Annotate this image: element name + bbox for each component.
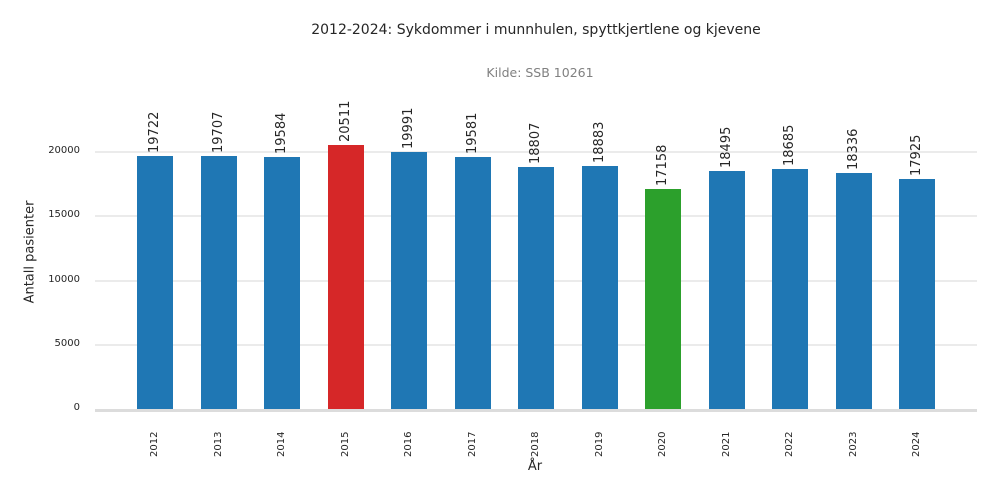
bar-value-label: 19584 <box>274 112 289 155</box>
y-tick-label: 15000 <box>48 209 80 221</box>
bar-2019[interactable] <box>581 166 618 409</box>
bar-2016[interactable] <box>391 152 427 409</box>
bar-2020[interactable] <box>645 188 681 409</box>
x-tick-label: 2023 <box>847 431 859 457</box>
bar-value-label: 19722 <box>147 111 162 153</box>
bar-value-label: 18336 <box>845 129 861 171</box>
bar-value-label: 17925 <box>909 134 924 176</box>
x-tick-label: 2024 <box>911 431 922 457</box>
bar-2024[interactable] <box>899 178 935 409</box>
bar-2018[interactable] <box>518 167 554 409</box>
gridline <box>95 151 977 153</box>
x-tick-label: 2020 <box>657 431 668 457</box>
bar-2015[interactable] <box>327 145 364 409</box>
x-tick-label: 2017 <box>466 431 478 457</box>
x-axis-label: År <box>527 459 543 474</box>
bar-2017[interactable] <box>454 157 491 409</box>
chart-subtitle: Kilde: SSB 10261 <box>486 65 594 80</box>
bar-2013[interactable] <box>200 155 237 409</box>
bar-value-label: 18883 <box>591 121 607 164</box>
bar-2014[interactable] <box>264 157 300 409</box>
x-axis-baseline <box>95 409 977 412</box>
bar-value-label: 20511 <box>337 101 353 143</box>
x-tick-label: 2022 <box>784 431 795 457</box>
bar-value-label: 17158 <box>655 144 670 186</box>
y-tick-label: 0 <box>73 402 80 413</box>
y-axis-label: Antall pasienter <box>22 200 38 304</box>
y-tick-label: 5000 <box>54 337 80 349</box>
x-tick-label: 2019 <box>593 431 605 457</box>
bar-2021[interactable] <box>708 171 745 409</box>
chart-title: 2012-2024: Sykdommer i munnhulen, spyttk… <box>311 22 761 38</box>
x-tick-label: 2018 <box>530 431 541 457</box>
bar-value-label: 18495 <box>718 126 734 169</box>
bar-value-label: 19991 <box>401 107 416 150</box>
x-tick-label: 2012 <box>149 431 160 457</box>
bar-value-label: 19581 <box>464 113 480 155</box>
x-tick-label: 2014 <box>276 431 287 457</box>
x-tick-label: 2013 <box>212 431 224 457</box>
bar-2023[interactable] <box>835 173 872 409</box>
y-tick-label: 10000 <box>48 273 80 285</box>
bar-value-label: 18807 <box>528 122 543 165</box>
x-tick-label: 2016 <box>403 431 414 457</box>
y-tick-label: 20000 <box>48 145 80 156</box>
bar-value-label: 19707 <box>210 111 226 153</box>
x-tick-label: 2015 <box>339 431 351 457</box>
bar-value-label: 18685 <box>782 124 797 166</box>
x-tick-label: 2021 <box>720 431 732 457</box>
bar-2022[interactable] <box>772 168 808 409</box>
bar-2012[interactable] <box>137 155 173 409</box>
